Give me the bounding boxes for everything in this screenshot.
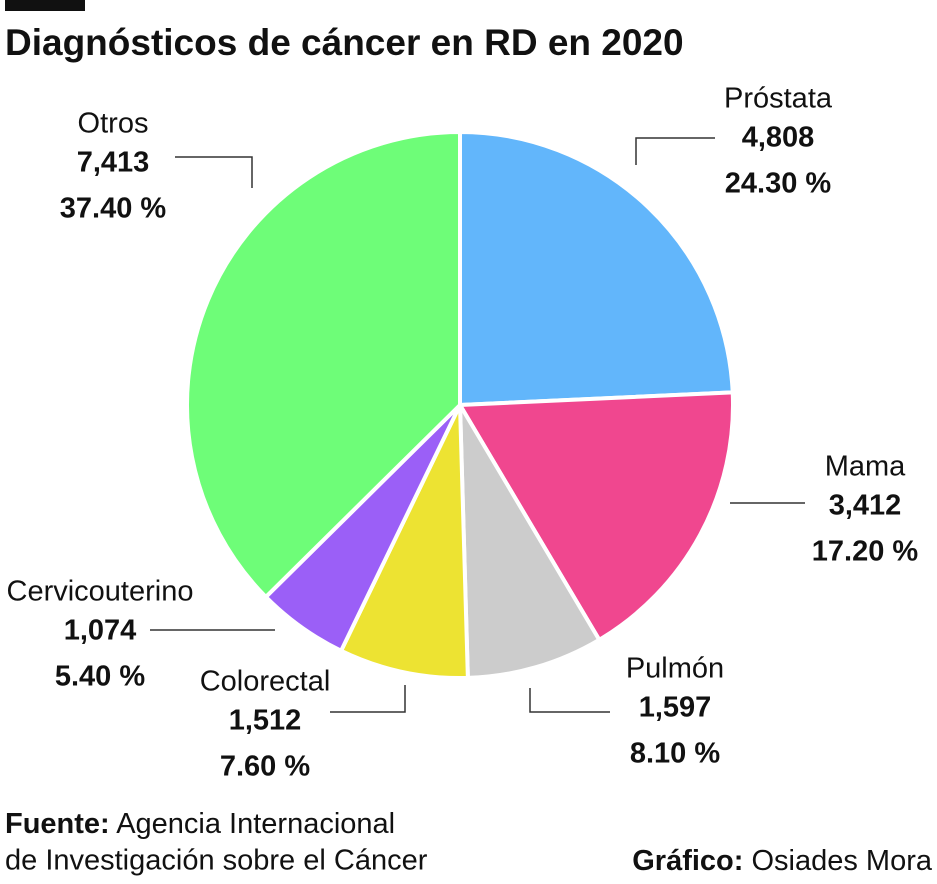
slice-label: Mama: [825, 451, 906, 483]
value-label: 1,074: [64, 615, 137, 647]
percentage-label: 7.60 %: [220, 751, 310, 783]
pie-slice: [458, 390, 735, 642]
percentage-label: 8.10 %: [630, 738, 720, 770]
slice-label: Próstata: [724, 83, 833, 115]
leader-line: [175, 156, 253, 188]
credit-label: Gráfico:: [632, 845, 743, 877]
source-label: Fuente:: [5, 808, 110, 840]
source-text: de Investigación sobre el Cáncer: [5, 845, 428, 877]
pie-slice: [458, 403, 602, 680]
value-label: 7,413: [77, 147, 150, 179]
credit-text: Osiades Mora: [751, 845, 932, 877]
pie-slice: [185, 130, 462, 599]
leader-line: [330, 685, 406, 713]
slice-label: Colorectal: [200, 666, 331, 698]
value-label: 4,808: [742, 122, 815, 154]
slice-label: Pulmón: [626, 653, 724, 685]
value-label: 3,412: [829, 490, 902, 522]
percentage-label: 37.40 %: [60, 193, 167, 225]
leader-lines: [150, 137, 805, 713]
pie-slice: [339, 403, 470, 680]
leader-line: [635, 137, 715, 165]
value-label: 1,512: [229, 705, 302, 737]
leader-line: [529, 688, 610, 713]
slice-label: Cervicouterino: [7, 576, 194, 608]
chart-title: Diagnósticos de cáncer en RD en 2020: [5, 22, 684, 63]
percentage-label: 24.30 %: [725, 168, 832, 200]
value-label: 1,597: [639, 692, 712, 724]
percentage-label: 5.40 %: [55, 661, 145, 693]
percentage-label: 17.20 %: [812, 536, 919, 568]
slice-label: Otros: [78, 108, 149, 140]
source-text: Agencia Internacional: [116, 808, 395, 840]
credit: Gráfico: Osiades Mora: [632, 845, 933, 877]
title-bar: [5, 0, 85, 11]
pie-slice: [458, 130, 735, 407]
source: Fuente: Agencia Internacional: [5, 808, 395, 840]
